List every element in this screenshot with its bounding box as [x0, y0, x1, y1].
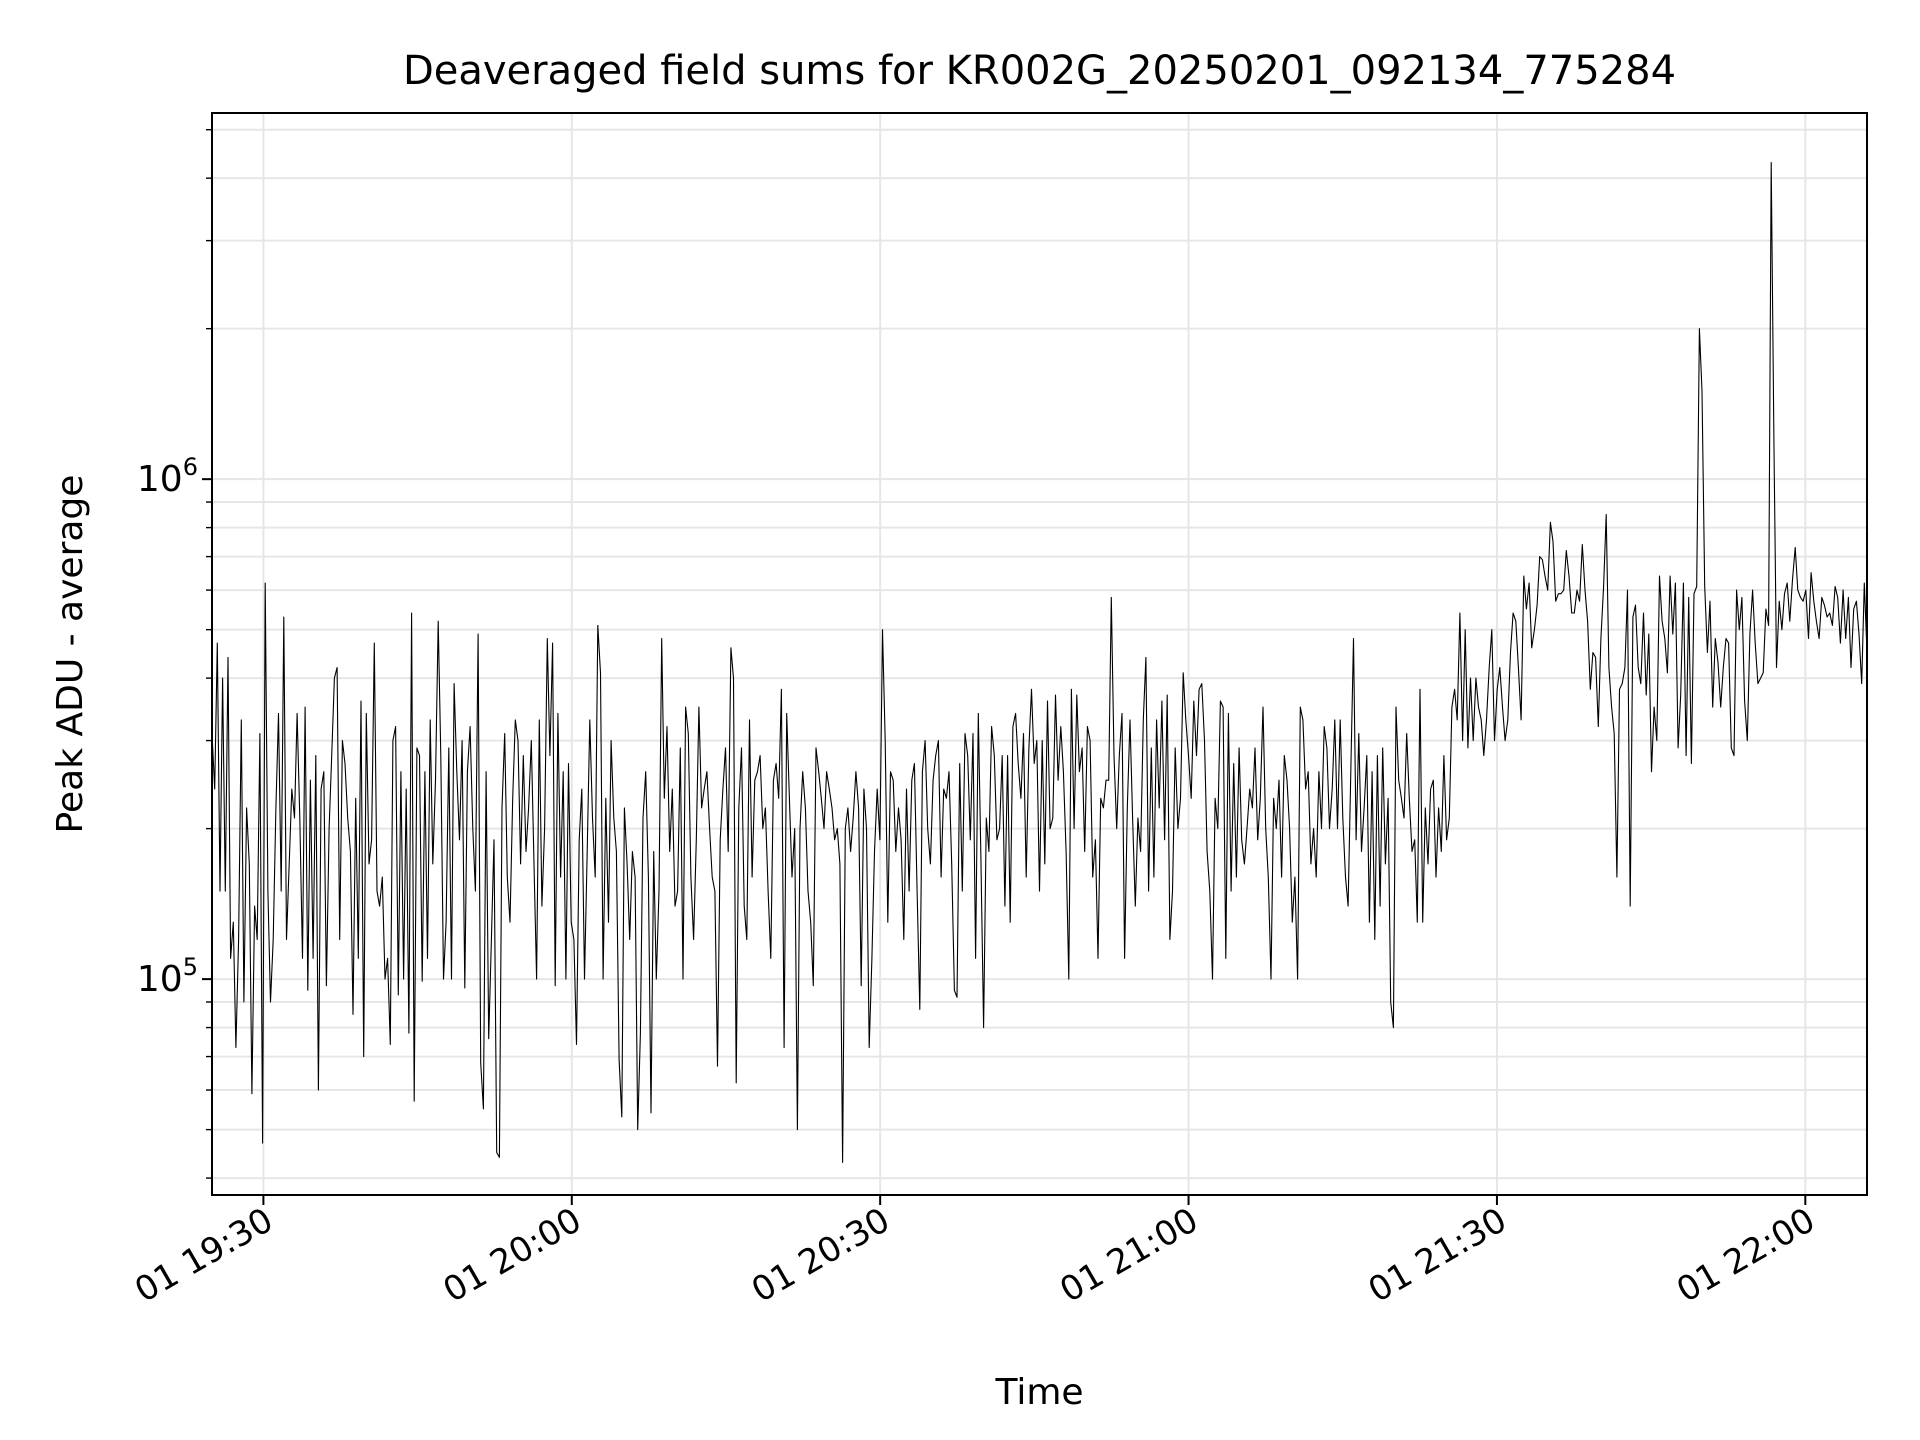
grid — [212, 113, 1867, 1195]
y-tick-base: 10 — [137, 959, 183, 1000]
plot-frame — [211, 112, 1868, 1196]
series-line — [211, 161, 1868, 1163]
y-tick-exponent: 5 — [183, 953, 198, 981]
x-axis-label: Time — [994, 1372, 1083, 1413]
y-tick-exponent: 6 — [183, 453, 198, 481]
y-tick-label: 106 — [137, 453, 198, 500]
y-axis-label: Peak ADU - average — [50, 475, 91, 834]
y-tick-base: 10 — [137, 459, 183, 500]
chart-title: Deaveraged field sums for KR002G_2025020… — [403, 48, 1676, 94]
y-tick-label: 105 — [137, 953, 198, 1000]
